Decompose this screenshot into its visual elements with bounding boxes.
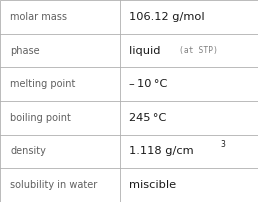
Text: liquid: liquid [129,45,168,56]
Text: density: density [10,146,46,157]
Text: miscible: miscible [129,180,176,190]
Text: boiling point: boiling point [10,113,71,123]
Text: 106.12 g/mol: 106.12 g/mol [129,12,205,22]
Text: 1.118 g/cm: 1.118 g/cm [129,146,194,157]
Text: melting point: melting point [10,79,76,89]
Text: solubility in water: solubility in water [10,180,98,190]
Text: (at STP): (at STP) [179,46,218,55]
Text: phase: phase [10,45,40,56]
Text: 3: 3 [221,140,225,149]
Text: – 10 °C: – 10 °C [129,79,167,89]
Text: 245 °C: 245 °C [129,113,166,123]
Text: molar mass: molar mass [10,12,67,22]
